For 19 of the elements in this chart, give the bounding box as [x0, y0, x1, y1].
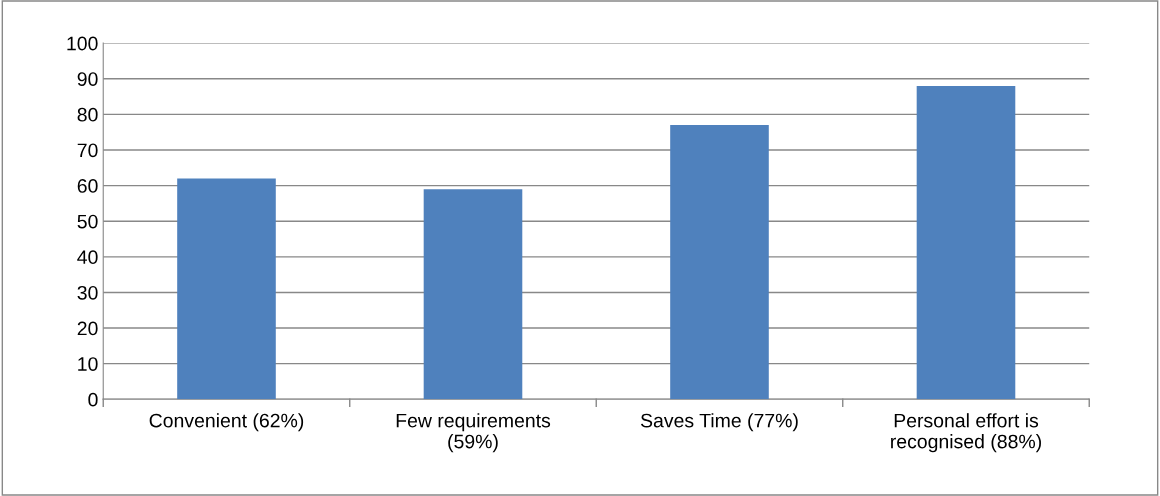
y-tick-label: 30 [77, 285, 98, 300]
x-tick-label: Convenient (62%) [149, 413, 304, 432]
bar [670, 125, 769, 400]
bar [916, 85, 1016, 400]
y-tick-label: 60 [77, 179, 98, 193]
y-tick-label: 0 [88, 392, 98, 407]
y-tick-label: 40 [77, 250, 98, 265]
y-tick-label: 70 [77, 143, 98, 158]
bar [423, 189, 523, 400]
y-tick-label: 10 [78, 357, 98, 371]
y-tick-label: 20 [77, 321, 98, 336]
y-tick-label: 80 [77, 107, 98, 122]
y-tick-label: 100 [67, 36, 98, 51]
x-tick-label: Few requirements (59%) [396, 413, 551, 453]
x-tick-label: Personal effort is recognised (88%) [891, 413, 1041, 453]
y-tick-label: 90 [77, 72, 98, 86]
y-tick-label: 50 [77, 214, 98, 229]
x-tick-label: Saves Time (77%) [640, 413, 798, 432]
bar [177, 178, 276, 400]
